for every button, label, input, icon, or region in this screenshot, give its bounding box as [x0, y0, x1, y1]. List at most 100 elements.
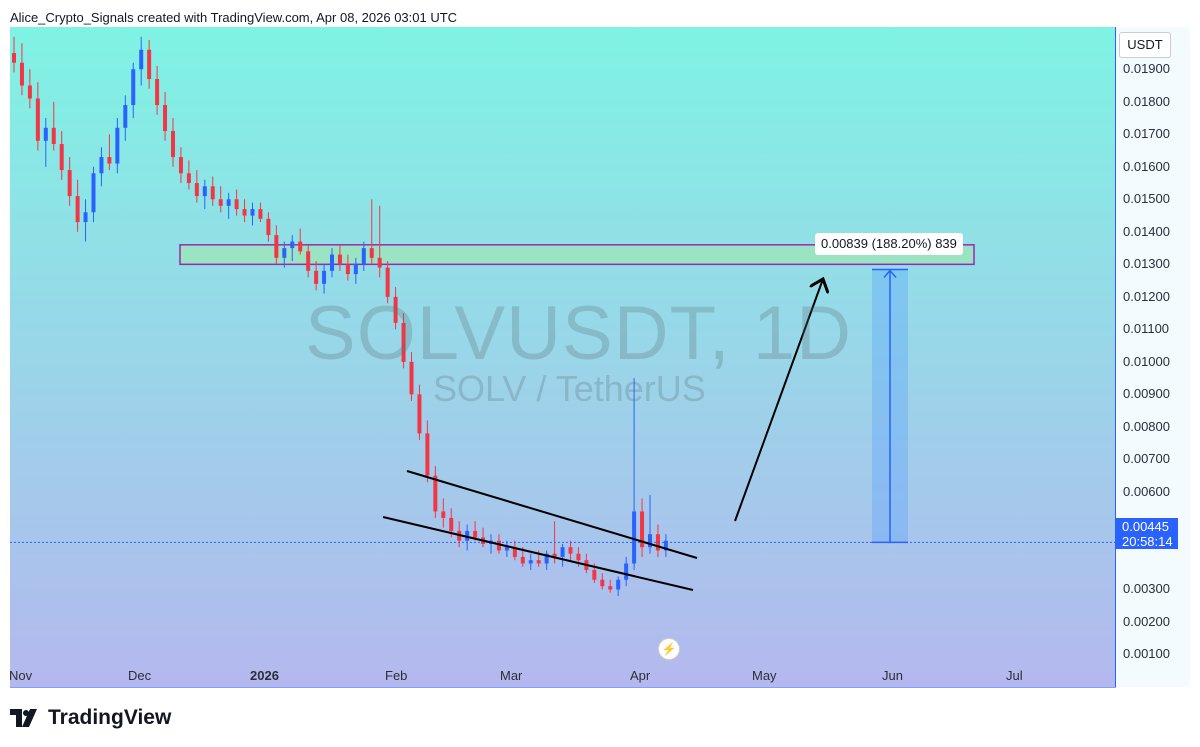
chart-plot-area[interactable]	[10, 27, 1116, 687]
candle-body[interactable]	[178, 157, 183, 174]
price-tick-label: 0.01700	[1123, 126, 1170, 142]
price-tick-label: 0.00600	[1123, 483, 1170, 499]
candle-body[interactable]	[202, 186, 207, 197]
candle-body[interactable]	[441, 511, 446, 518]
candle-body[interactable]	[210, 186, 215, 200]
candle-body[interactable]	[520, 556, 525, 564]
price-tick-label: 0.01600	[1123, 158, 1170, 174]
pair-watermark: SOLV / TetherUS	[433, 368, 706, 409]
candle-body[interactable]	[361, 248, 366, 265]
candle-body[interactable]	[655, 534, 660, 551]
candle-body[interactable]	[385, 267, 390, 297]
candle-body[interactable]	[115, 127, 120, 164]
candle-body[interactable]	[83, 212, 88, 223]
candle-body[interactable]	[123, 105, 128, 128]
candle-body[interactable]	[417, 394, 422, 434]
candle-body[interactable]	[226, 199, 231, 206]
candle-body[interactable]	[592, 569, 597, 580]
last-price-tag: 0.00445 20:58:14	[1116, 518, 1178, 549]
candle-body[interactable]	[67, 170, 72, 197]
candle-body[interactable]	[624, 563, 629, 580]
candle-body[interactable]	[512, 547, 517, 557]
candle-body[interactable]	[314, 270, 319, 284]
time-tick-label: Mar	[500, 668, 523, 683]
candle-body[interactable]	[290, 241, 295, 249]
candle-body[interactable]	[35, 98, 40, 141]
candle-body[interactable]	[544, 553, 549, 564]
tradingview-logo[interactable]: TradingView	[10, 706, 171, 730]
candle-body[interactable]	[337, 254, 342, 265]
candle-body[interactable]	[171, 131, 175, 158]
brand-name: TradingView	[48, 706, 172, 729]
candle-body[interactable]	[43, 127, 48, 141]
candle-body[interactable]	[91, 173, 96, 213]
lightning-icon[interactable]: ⚡	[658, 638, 680, 660]
candle-body[interactable]	[258, 209, 263, 219]
candle-body[interactable]	[433, 475, 438, 512]
candle-body[interactable]	[99, 157, 104, 174]
candle-body[interactable]	[107, 157, 112, 164]
candle-body[interactable]	[155, 79, 160, 106]
candle-body[interactable]	[648, 534, 652, 548]
candle-body[interactable]	[640, 511, 645, 548]
candle-body[interactable]	[504, 547, 509, 551]
price-tick-label: 0.01200	[1123, 288, 1170, 304]
projection-arrow[interactable]	[734, 279, 823, 522]
candle-body[interactable]	[568, 547, 573, 554]
candle-body[interactable]	[473, 530, 478, 538]
candle-body[interactable]	[75, 196, 80, 223]
candle-body[interactable]	[218, 199, 223, 206]
candle-body[interactable]	[377, 257, 382, 268]
candle-body[interactable]	[147, 49, 152, 80]
candle-body[interactable]	[449, 517, 454, 531]
candle-body[interactable]	[632, 511, 637, 564]
candle-body[interactable]	[163, 105, 168, 132]
wedge-upper-line[interactable]	[406, 470, 698, 559]
candle-body[interactable]	[345, 264, 350, 275]
candle-body[interactable]	[282, 248, 287, 258]
candle-body[interactable]	[274, 235, 279, 258]
candle-body[interactable]	[298, 241, 303, 252]
candle-body[interactable]	[560, 547, 565, 557]
tradingview-icon	[10, 709, 37, 727]
candle-body[interactable]	[19, 62, 24, 86]
candle-body[interactable]	[608, 586, 613, 590]
candle-body[interactable]	[242, 209, 247, 216]
candle-body[interactable]	[369, 248, 374, 258]
candle-body[interactable]	[27, 85, 32, 99]
price-tick-label: 0.01100	[1123, 321, 1170, 337]
wedge-lower-line[interactable]	[382, 516, 694, 591]
candle-body[interactable]	[234, 199, 239, 210]
candle-body[interactable]	[552, 553, 557, 557]
candle-body[interactable]	[496, 540, 501, 551]
candle-body[interactable]	[131, 69, 136, 106]
price-tick-label: 0.01900	[1123, 61, 1170, 77]
price-tick-label: 0.00900	[1123, 386, 1170, 402]
time-tick-label: 2026	[250, 668, 279, 683]
candle-body[interactable]	[576, 553, 581, 561]
candle-body[interactable]	[266, 218, 271, 236]
candle-body[interactable]	[139, 49, 144, 70]
candle-body[interactable]	[425, 433, 430, 476]
candle-body[interactable]	[250, 209, 255, 216]
candle-body[interactable]	[616, 579, 621, 590]
candle-body[interactable]	[401, 322, 406, 362]
candle-body[interactable]	[353, 264, 358, 275]
candle-body[interactable]	[536, 560, 541, 564]
candle-body[interactable]	[409, 361, 414, 395]
currency-selector[interactable]: USDT	[1119, 32, 1171, 58]
candle-body[interactable]	[12, 53, 16, 63]
candle-body[interactable]	[330, 254, 334, 271]
candle-body[interactable]	[186, 173, 191, 184]
candle-body[interactable]	[528, 560, 533, 564]
price-tick-label: 0.01500	[1123, 191, 1170, 207]
candle-body[interactable]	[600, 579, 605, 587]
candle-body[interactable]	[322, 270, 327, 284]
candle-body[interactable]	[393, 296, 398, 323]
candle-body[interactable]	[194, 183, 199, 197]
candle-body[interactable]	[51, 127, 56, 145]
candle-body[interactable]	[59, 144, 64, 171]
candle-body[interactable]	[663, 540, 668, 551]
candle-body[interactable]	[306, 251, 311, 271]
price-axis-panel[interactable]	[1116, 27, 1190, 687]
